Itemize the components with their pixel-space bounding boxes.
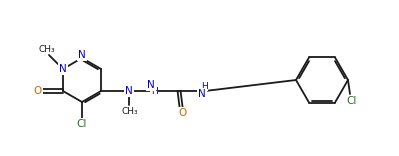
Text: N: N [147,80,155,90]
Text: Cl: Cl [77,119,87,129]
Text: H: H [151,86,158,95]
Text: N: N [78,50,86,60]
Text: O: O [178,108,186,118]
Text: CH₃: CH₃ [122,107,138,115]
Text: CH₃: CH₃ [39,44,55,54]
Text: N: N [125,86,133,96]
Text: Cl: Cl [347,96,357,106]
Text: H: H [201,81,207,90]
Text: N: N [59,64,67,74]
Text: O: O [34,86,42,96]
Text: N: N [198,89,206,99]
